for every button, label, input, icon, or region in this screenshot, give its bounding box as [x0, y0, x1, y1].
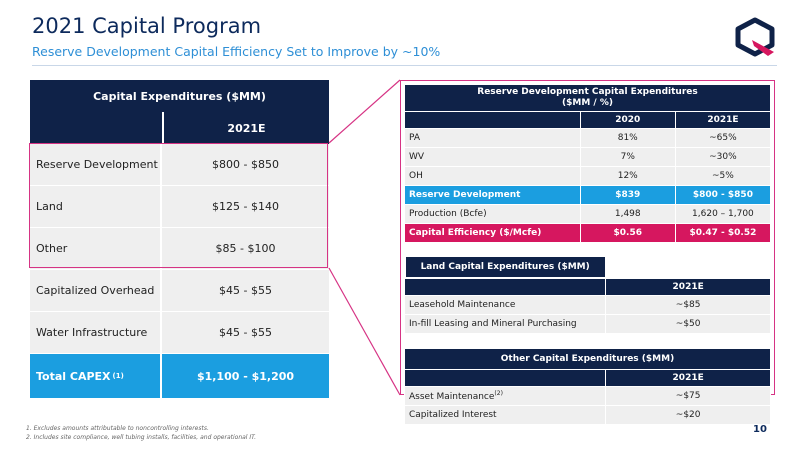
header-blank: [403, 278, 607, 296]
row-label: Capitalized Overhead: [30, 270, 162, 311]
table-row: OH 12% ~5%: [404, 166, 772, 186]
row-value-2020: 12%: [579, 166, 676, 186]
table-row: WV 7% ~30%: [404, 147, 772, 167]
capex-table: Capital Expenditures ($MM) 2021E Reserve…: [29, 80, 329, 399]
reserve-total-row: Reserve Development $839 $800 - $850: [404, 185, 772, 205]
row-label: Reserve Development: [404, 185, 581, 205]
row-value-2021: ~65%: [674, 128, 772, 148]
capex-table-title: Capital Expenditures ($MM): [30, 80, 329, 112]
table-row: Capitalized Overhead $45 - $55: [30, 270, 329, 312]
row-value-2021: ~30%: [674, 147, 772, 167]
total-value: $1,100 - $1,200: [196, 369, 295, 383]
row-label: Other: [30, 228, 162, 269]
row-value: ~$85: [605, 295, 771, 315]
col-2021e: 2021E: [674, 111, 772, 129]
row-label: WV: [404, 147, 581, 167]
other-table-title: Other Capital Expenditures ($MM): [404, 348, 771, 370]
title-divider: [32, 65, 777, 66]
row-value: $85 - $100: [215, 242, 276, 255]
reserve-table-title: Reserve Development Capital Expenditures…: [404, 84, 771, 112]
row-label: Capital Efficiency ($/Mcfe): [404, 223, 581, 243]
capex-header-blank: [30, 112, 162, 144]
row-value-2020: $839: [579, 185, 676, 205]
table-row: Other $85 - $100: [30, 228, 329, 270]
row-label: OH: [404, 166, 581, 186]
row-value: $800 - $850: [212, 158, 279, 171]
row-value-2020: 7%: [579, 147, 676, 167]
total-label-text: Total CAPEX: [36, 369, 111, 383]
page-title: 2021 Capital Program: [32, 14, 262, 38]
footnotes: 1. Excludes amounts attributable to nonc…: [26, 424, 256, 442]
table-row: In-fill Leasing and Mineral Purchasing ~…: [403, 314, 771, 334]
footnote-ref: (2): [494, 390, 503, 397]
row-value-2021: $800 - $850: [674, 185, 772, 205]
header-blank: [404, 111, 581, 129]
total-capex-row: Total CAPEX (1) $1,100 - $1,200: [30, 354, 329, 399]
row-value-2020: 81%: [579, 128, 676, 148]
row-label: Asset Maintenance(2): [403, 386, 607, 406]
capex-col-header: 2021E: [164, 112, 329, 144]
total-label: Total CAPEX (1): [30, 354, 162, 398]
production-row: Production (Bcfe) 1,498 1,620 – 1,700: [404, 204, 772, 224]
footnote-2: 2. Includes site compliance, well tubing…: [26, 434, 257, 441]
reserve-title-line1: Reserve Development Capital Expenditures: [477, 87, 698, 97]
row-value: ~$50: [605, 314, 771, 334]
land-table: Land Capital Expenditures ($MM) 2021E Le…: [403, 256, 771, 334]
table-row: Asset Maintenance(2) ~$75: [403, 386, 771, 406]
row-label-text: Asset Maintenance: [409, 392, 495, 402]
row-label: Leasehold Maintenance: [403, 295, 607, 315]
land-table-title: Land Capital Expenditures ($MM): [404, 256, 606, 278]
row-value-2020: 1,498: [579, 204, 676, 224]
capex-table-header: 2021E: [30, 112, 329, 144]
footnote-1: 1. Excludes amounts attributable to nonc…: [26, 425, 209, 432]
total-footnote-ref: (1): [112, 372, 124, 380]
table-row: Leasehold Maintenance ~$85: [403, 295, 771, 315]
page-subtitle: Reserve Development Capital Efficiency S…: [32, 44, 441, 59]
land-col-header: 2021E: [605, 278, 771, 296]
reserve-table: Reserve Development Capital Expenditures…: [404, 84, 772, 243]
row-label: Production (Bcfe): [404, 204, 581, 224]
row-label: Land: [30, 186, 162, 227]
table-row: Capitalized Interest ~$20: [403, 405, 771, 425]
row-label: Water Infrastructure: [30, 312, 162, 353]
row-label: Capitalized Interest: [403, 405, 607, 425]
row-value: $45 - $55: [219, 326, 272, 339]
row-value: $45 - $55: [219, 284, 272, 297]
capital-efficiency-row: Capital Efficiency ($/Mcfe) $0.56 $0.47 …: [404, 223, 772, 243]
detail-panel: Reserve Development Capital Expenditures…: [400, 80, 775, 425]
row-value: ~$20: [605, 405, 771, 425]
company-logo-icon: [735, 17, 775, 57]
row-value-2021: 1,620 – 1,700: [674, 204, 772, 224]
row-value-2020: $0.56: [579, 223, 676, 243]
header-blank: [403, 369, 607, 387]
table-row: Land $125 - $140: [30, 186, 329, 228]
col-2020: 2020: [579, 111, 676, 129]
row-label: In-fill Leasing and Mineral Purchasing: [403, 314, 607, 334]
row-value: ~$75: [605, 386, 771, 406]
row-label: PA: [404, 128, 581, 148]
table-row: Water Infrastructure $45 - $55: [30, 312, 329, 354]
other-col-header: 2021E: [605, 369, 771, 387]
table-row: Reserve Development $800 - $850: [30, 144, 329, 186]
other-table: Other Capital Expenditures ($MM) 2021E A…: [403, 348, 771, 425]
reserve-title-line2: ($MM / %): [562, 98, 613, 108]
row-value: $125 - $140: [212, 200, 279, 213]
row-label: Reserve Development: [30, 144, 162, 185]
row-value-2021: $0.47 - $0.52: [674, 223, 772, 243]
table-row: PA 81% ~65%: [404, 128, 772, 148]
row-value-2021: ~5%: [674, 166, 772, 186]
page-number: 10: [753, 424, 767, 435]
